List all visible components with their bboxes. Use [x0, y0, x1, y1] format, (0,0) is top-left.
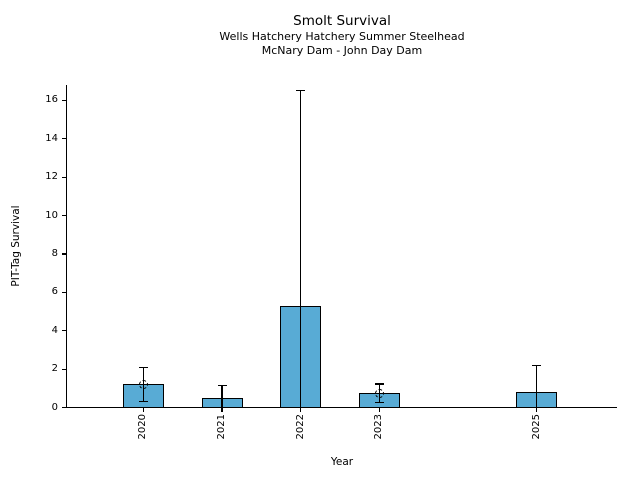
y-tick [61, 99, 66, 101]
x-tick-label: 2025 [530, 414, 542, 440]
chart-title: Smolt Survival [293, 13, 391, 29]
error-bar-cap-top [217, 384, 227, 386]
y-tick [61, 330, 66, 332]
x-tick-label: 2023 [373, 414, 385, 440]
x-tick [378, 407, 380, 412]
x-axis-spine [65, 406, 617, 409]
error-bar-cap-top [374, 383, 384, 385]
y-axis-label: PIT-Tag Survival [10, 205, 22, 287]
y-tick-label: 0 [51, 401, 58, 413]
y-tick-label: 2 [51, 363, 58, 375]
y-tick-label: 16 [45, 94, 58, 106]
y-tick [61, 138, 66, 140]
y-tick [61, 176, 66, 178]
y-axis-spine [65, 85, 68, 408]
point-marker [138, 379, 148, 389]
y-tick-label: 6 [51, 286, 58, 298]
x-tick [300, 407, 302, 412]
y-tick [61, 368, 66, 370]
chart-subtitle-line1: Wells Hatchery Hatchery Summer Steelhead [219, 30, 465, 43]
x-tick-label: 2020 [137, 414, 149, 440]
x-tick [536, 407, 538, 412]
error-bar-line [536, 365, 538, 408]
error-bar-line [300, 90, 302, 408]
x-tick [142, 407, 144, 412]
error-bar-cap-top [138, 366, 148, 368]
x-tick-label: 2022 [294, 414, 306, 440]
chart-subtitle-line2: McNary Dam - John Day Dam [261, 44, 423, 57]
point-marker [374, 388, 384, 398]
error-bar-cap-bottom [374, 401, 384, 403]
error-bar-cap-top [532, 364, 542, 366]
title-block: Smolt Survival Wells Hatchery Hatchery S… [219, 12, 464, 58]
y-tick-label: 10 [45, 209, 58, 221]
error-bar-cap-top [296, 90, 306, 92]
y-tick-label: 8 [51, 247, 58, 259]
x-axis-label: Year [330, 456, 354, 468]
y-tick-label: 14 [45, 132, 58, 144]
y-tick [61, 406, 66, 409]
x-tick [221, 407, 223, 412]
y-tick-label: 4 [51, 324, 58, 336]
y-tick-label: 12 [45, 171, 58, 183]
error-bar-cap-bottom [138, 401, 148, 403]
y-tick [61, 253, 66, 255]
x-tick-label: 2021 [216, 414, 227, 440]
error-bar-line [221, 385, 223, 408]
y-tick [61, 214, 66, 217]
y-tick [61, 291, 66, 293]
